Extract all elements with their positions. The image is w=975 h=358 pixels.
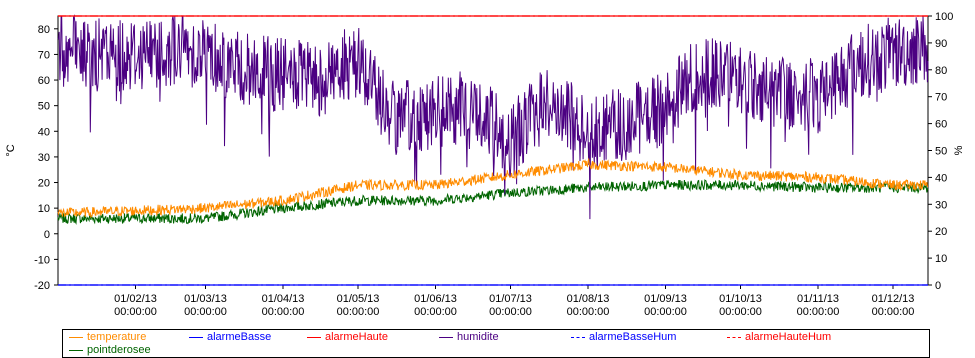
x-tick-label-time: 00:00:00 — [644, 306, 687, 318]
y-right-tick-label: 50 — [935, 146, 947, 158]
x-tick-label-date: 01/03/13 — [184, 293, 227, 305]
legend-swatch — [69, 349, 83, 351]
x-tick-label-time: 00:00:00 — [337, 306, 380, 318]
x-tick-label-date: 01/07/13 — [489, 293, 532, 305]
legend-swatch — [189, 336, 203, 338]
legend-label: alarmeBasseHum — [589, 331, 677, 343]
y-left-tick-label: 70 — [38, 49, 50, 61]
y-right-tick-label: 20 — [935, 226, 947, 238]
y-left-tick-label: 10 — [38, 203, 50, 215]
y-left-tick-label: 40 — [38, 126, 50, 138]
y-right-tick-label: 70 — [935, 92, 947, 104]
legend-label: temperature — [87, 331, 147, 343]
x-tick-label-date: 01/11/13 — [797, 293, 839, 305]
legend-item-pointderosee: pointderosee — [69, 344, 151, 357]
legend-swatch — [307, 336, 321, 338]
legend-label: alarmeHaute — [325, 331, 388, 343]
legend-item-humidite: humidite — [439, 331, 499, 344]
x-tick-label-time: 00:00:00 — [872, 306, 915, 318]
x-tick-label-date: 01/10/13 — [719, 293, 762, 305]
y-left-tick-label: 0 — [44, 229, 50, 241]
legend-label: humidite — [457, 331, 499, 343]
x-tick-label-time: 00:00:00 — [414, 306, 457, 318]
legend-item-alarmeBasseHum: alarmeBasseHum — [571, 331, 676, 344]
series-line-pointderosee — [57, 179, 929, 226]
x-tick-label-date: 01/08/13 — [567, 293, 610, 305]
legend-item-alarmeHauteHum: alarmeHauteHum — [727, 331, 831, 344]
series-line-humidite — [57, 14, 929, 220]
y-right-tick-label: 60 — [935, 119, 947, 131]
y-left-tick-label: 20 — [38, 178, 50, 190]
x-tick-label-time: 00:00:00 — [719, 306, 762, 318]
y-right-tick-label: 0 — [935, 280, 941, 292]
y-right-tick-label: 80 — [935, 65, 947, 77]
y-left-tick-label: -10 — [34, 254, 50, 266]
y-left-tick-label: 60 — [38, 75, 50, 87]
legend-item-alarmeHaute: alarmeHaute — [307, 331, 388, 344]
chart-plot: 80706050403020100-10-2010090807060504030… — [5, 11, 965, 318]
x-tick-label-date: 01/09/13 — [644, 293, 687, 305]
x-tick-label-time: 00:00:00 — [567, 306, 610, 318]
legend: temperature alarmeBasse alarmeHaute humidit… — [62, 329, 930, 358]
y-right-tick-label: 90 — [935, 38, 947, 50]
legend-swatch — [727, 336, 741, 338]
y-left-axis-label: °C — [5, 144, 17, 156]
x-tick-label-time: 00:00:00 — [184, 306, 227, 318]
x-tick-label-time: 00:00:00 — [489, 306, 532, 318]
legend-label: pointderosee — [87, 344, 151, 356]
legend-label: alarmeBasse — [207, 331, 272, 343]
y-left-tick-label: 80 — [38, 24, 50, 36]
y-right-tick-label: 100 — [935, 11, 953, 23]
x-tick-label-date: 01/04/13 — [262, 293, 305, 305]
y-right-tick-label: 10 — [935, 253, 947, 265]
x-tick-label-date: 01/05/13 — [337, 293, 380, 305]
y-right-tick-label: 40 — [935, 172, 947, 184]
y-right-axis-label: % — [953, 145, 965, 155]
legend-label: alarmeHauteHum — [745, 331, 832, 343]
legend-swatch — [69, 336, 83, 338]
y-left-tick-label: 30 — [38, 152, 50, 164]
y-left-tick-label: -20 — [34, 280, 50, 292]
y-right-tick-label: 30 — [935, 199, 947, 211]
legend-item-alarmeBasse: alarmeBasse — [189, 331, 271, 344]
x-tick-label-time: 00:00:00 — [262, 306, 305, 318]
legend-swatch — [439, 336, 453, 338]
legend-item-temperature: temperature — [69, 331, 146, 344]
x-tick-label-date: 01/12/13 — [872, 293, 915, 305]
y-left-tick-label: 50 — [38, 101, 50, 113]
x-tick-label-time: 00:00:00 — [114, 306, 157, 318]
x-tick-label-date: 01/02/13 — [114, 293, 157, 305]
legend-swatch — [571, 336, 585, 338]
series-line-temperature — [57, 157, 929, 219]
x-tick-label-date: 01/06/13 — [414, 293, 457, 305]
x-tick-label-time: 00:00:00 — [797, 306, 840, 318]
